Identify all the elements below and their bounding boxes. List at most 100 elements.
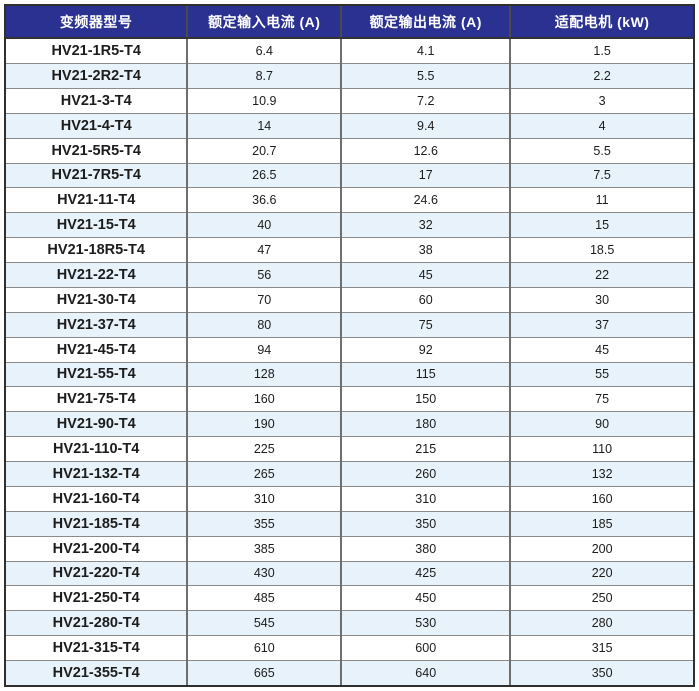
motor-power-cell: 4 xyxy=(509,112,693,139)
motor-power-cell: 200 xyxy=(509,535,693,562)
table-row: HV21-250-T4 485 450 250 xyxy=(6,585,693,611)
input-current-cell: 430 xyxy=(186,560,342,586)
input-current-cell: 80 xyxy=(186,311,342,338)
table-row: HV21-355-T4 665 640 350 xyxy=(6,660,693,685)
model-cell: HV21-45-T4 xyxy=(6,336,188,363)
table-row: HV21-220-T4 430 425 220 xyxy=(6,560,693,586)
col-header-rated-input-current: 额定输入电流 (A) xyxy=(186,6,342,39)
table-row: HV21-160-T4 310 310 160 xyxy=(6,485,693,512)
input-current-cell: 310 xyxy=(186,485,342,512)
input-current-cell: 225 xyxy=(186,436,342,462)
output-current-cell: 260 xyxy=(340,461,511,487)
output-current-cell: 7.2 xyxy=(340,87,511,114)
model-cell: HV21-90-T4 xyxy=(6,411,188,437)
input-current-cell: 40 xyxy=(186,212,342,238)
model-cell: HV21-280-T4 xyxy=(6,610,188,636)
input-current-cell: 485 xyxy=(186,585,342,611)
motor-power-cell: 15 xyxy=(509,212,693,238)
model-cell: HV21-15-T4 xyxy=(6,212,188,238)
table-row: HV21-3-T4 10.9 7.2 3 xyxy=(6,87,693,114)
table-row: HV21-18R5-T4 47 38 18.5 xyxy=(6,237,693,263)
inverter-spec-table-frame: 变频器型号 额定输入电流 (A) 额定输出电流 (A) 适配电机 (kW) HV… xyxy=(4,4,695,687)
input-current-cell: 94 xyxy=(186,336,342,363)
table-row: HV21-315-T4 610 600 315 xyxy=(6,635,693,661)
output-current-cell: 640 xyxy=(340,660,511,685)
model-cell: HV21-2R2-T4 xyxy=(6,63,188,89)
motor-power-cell: 132 xyxy=(509,461,693,487)
motor-power-cell: 2.2 xyxy=(509,63,693,89)
input-current-cell: 47 xyxy=(186,237,342,263)
motor-power-cell: 280 xyxy=(509,610,693,636)
model-cell: HV21-110-T4 xyxy=(6,436,188,462)
motor-power-cell: 185 xyxy=(509,510,693,537)
model-cell: HV21-37-T4 xyxy=(6,311,188,338)
table-row: HV21-75-T4 160 150 75 xyxy=(6,386,693,412)
table-row: HV21-200-T4 385 380 200 xyxy=(6,535,693,562)
input-current-cell: 128 xyxy=(186,361,342,387)
table-body: HV21-1R5-T4 6.4 4.1 1.5 HV21-2R2-T4 8.7 5.5 2.2… xyxy=(6,37,693,685)
motor-power-cell: 3 xyxy=(509,87,693,114)
input-current-cell: 14 xyxy=(186,112,342,139)
model-cell: HV21-18R5-T4 xyxy=(6,237,188,263)
output-current-cell: 115 xyxy=(340,361,511,387)
model-cell: HV21-220-T4 xyxy=(6,560,188,586)
output-current-cell: 380 xyxy=(340,535,511,562)
table-row: HV21-2R2-T4 8.7 5.5 2.2 xyxy=(6,63,693,89)
table-row: HV21-132-T4 265 260 132 xyxy=(6,461,693,487)
input-current-cell: 545 xyxy=(186,610,342,636)
output-current-cell: 5.5 xyxy=(340,63,511,89)
model-cell: HV21-4-T4 xyxy=(6,112,188,139)
motor-power-cell: 45 xyxy=(509,336,693,363)
model-cell: HV21-185-T4 xyxy=(6,510,188,537)
motor-power-cell: 160 xyxy=(509,485,693,512)
input-current-cell: 385 xyxy=(186,535,342,562)
table-row: HV21-185-T4 355 350 185 xyxy=(6,510,693,537)
motor-power-cell: 7.5 xyxy=(509,162,693,188)
input-current-cell: 665 xyxy=(186,660,342,685)
table-header: 变频器型号 额定输入电流 (A) 额定输出电流 (A) 适配电机 (kW) xyxy=(6,6,693,39)
table-row: HV21-5R5-T4 20.7 12.6 5.5 xyxy=(6,137,693,164)
output-current-cell: 600 xyxy=(340,635,511,661)
output-current-cell: 310 xyxy=(340,485,511,512)
output-current-cell: 60 xyxy=(340,286,511,313)
motor-power-cell: 90 xyxy=(509,411,693,437)
model-cell: HV21-75-T4 xyxy=(6,386,188,412)
model-cell: HV21-22-T4 xyxy=(6,262,188,288)
table-row: HV21-15-T4 40 32 15 xyxy=(6,212,693,238)
input-current-cell: 36.6 xyxy=(186,187,342,213)
table-row: HV21-11-T4 36.6 24.6 11 xyxy=(6,187,693,213)
motor-power-cell: 37 xyxy=(509,311,693,338)
model-cell: HV21-30-T4 xyxy=(6,286,188,313)
output-current-cell: 9.4 xyxy=(340,112,511,139)
output-current-cell: 75 xyxy=(340,311,511,338)
table-row: HV21-55-T4 128 115 55 xyxy=(6,361,693,387)
input-current-cell: 160 xyxy=(186,386,342,412)
output-current-cell: 150 xyxy=(340,386,511,412)
output-current-cell: 450 xyxy=(340,585,511,611)
model-cell: HV21-315-T4 xyxy=(6,635,188,661)
motor-power-cell: 350 xyxy=(509,660,693,685)
table-row: HV21-1R5-T4 6.4 4.1 1.5 xyxy=(6,37,693,64)
motor-power-cell: 1.5 xyxy=(509,37,693,64)
model-cell: HV21-160-T4 xyxy=(6,485,188,512)
model-cell: HV21-11-T4 xyxy=(6,187,188,213)
motor-power-cell: 315 xyxy=(509,635,693,661)
input-current-cell: 190 xyxy=(186,411,342,437)
col-header-rated-output-current: 额定输出电流 (A) xyxy=(340,6,511,39)
input-current-cell: 10.9 xyxy=(186,87,342,114)
model-cell: HV21-250-T4 xyxy=(6,585,188,611)
model-cell: HV21-5R5-T4 xyxy=(6,137,188,164)
table-row: HV21-110-T4 225 215 110 xyxy=(6,436,693,462)
model-cell: HV21-132-T4 xyxy=(6,461,188,487)
output-current-cell: 12.6 xyxy=(340,137,511,164)
input-current-cell: 265 xyxy=(186,461,342,487)
table-row: HV21-90-T4 190 180 90 xyxy=(6,411,693,437)
header-row: 变频器型号 额定输入电流 (A) 额定输出电流 (A) 适配电机 (kW) xyxy=(6,6,693,39)
motor-power-cell: 11 xyxy=(509,187,693,213)
output-current-cell: 4.1 xyxy=(340,37,511,64)
input-current-cell: 610 xyxy=(186,635,342,661)
output-current-cell: 92 xyxy=(340,336,511,363)
motor-power-cell: 110 xyxy=(509,436,693,462)
motor-power-cell: 75 xyxy=(509,386,693,412)
motor-power-cell: 22 xyxy=(509,262,693,288)
